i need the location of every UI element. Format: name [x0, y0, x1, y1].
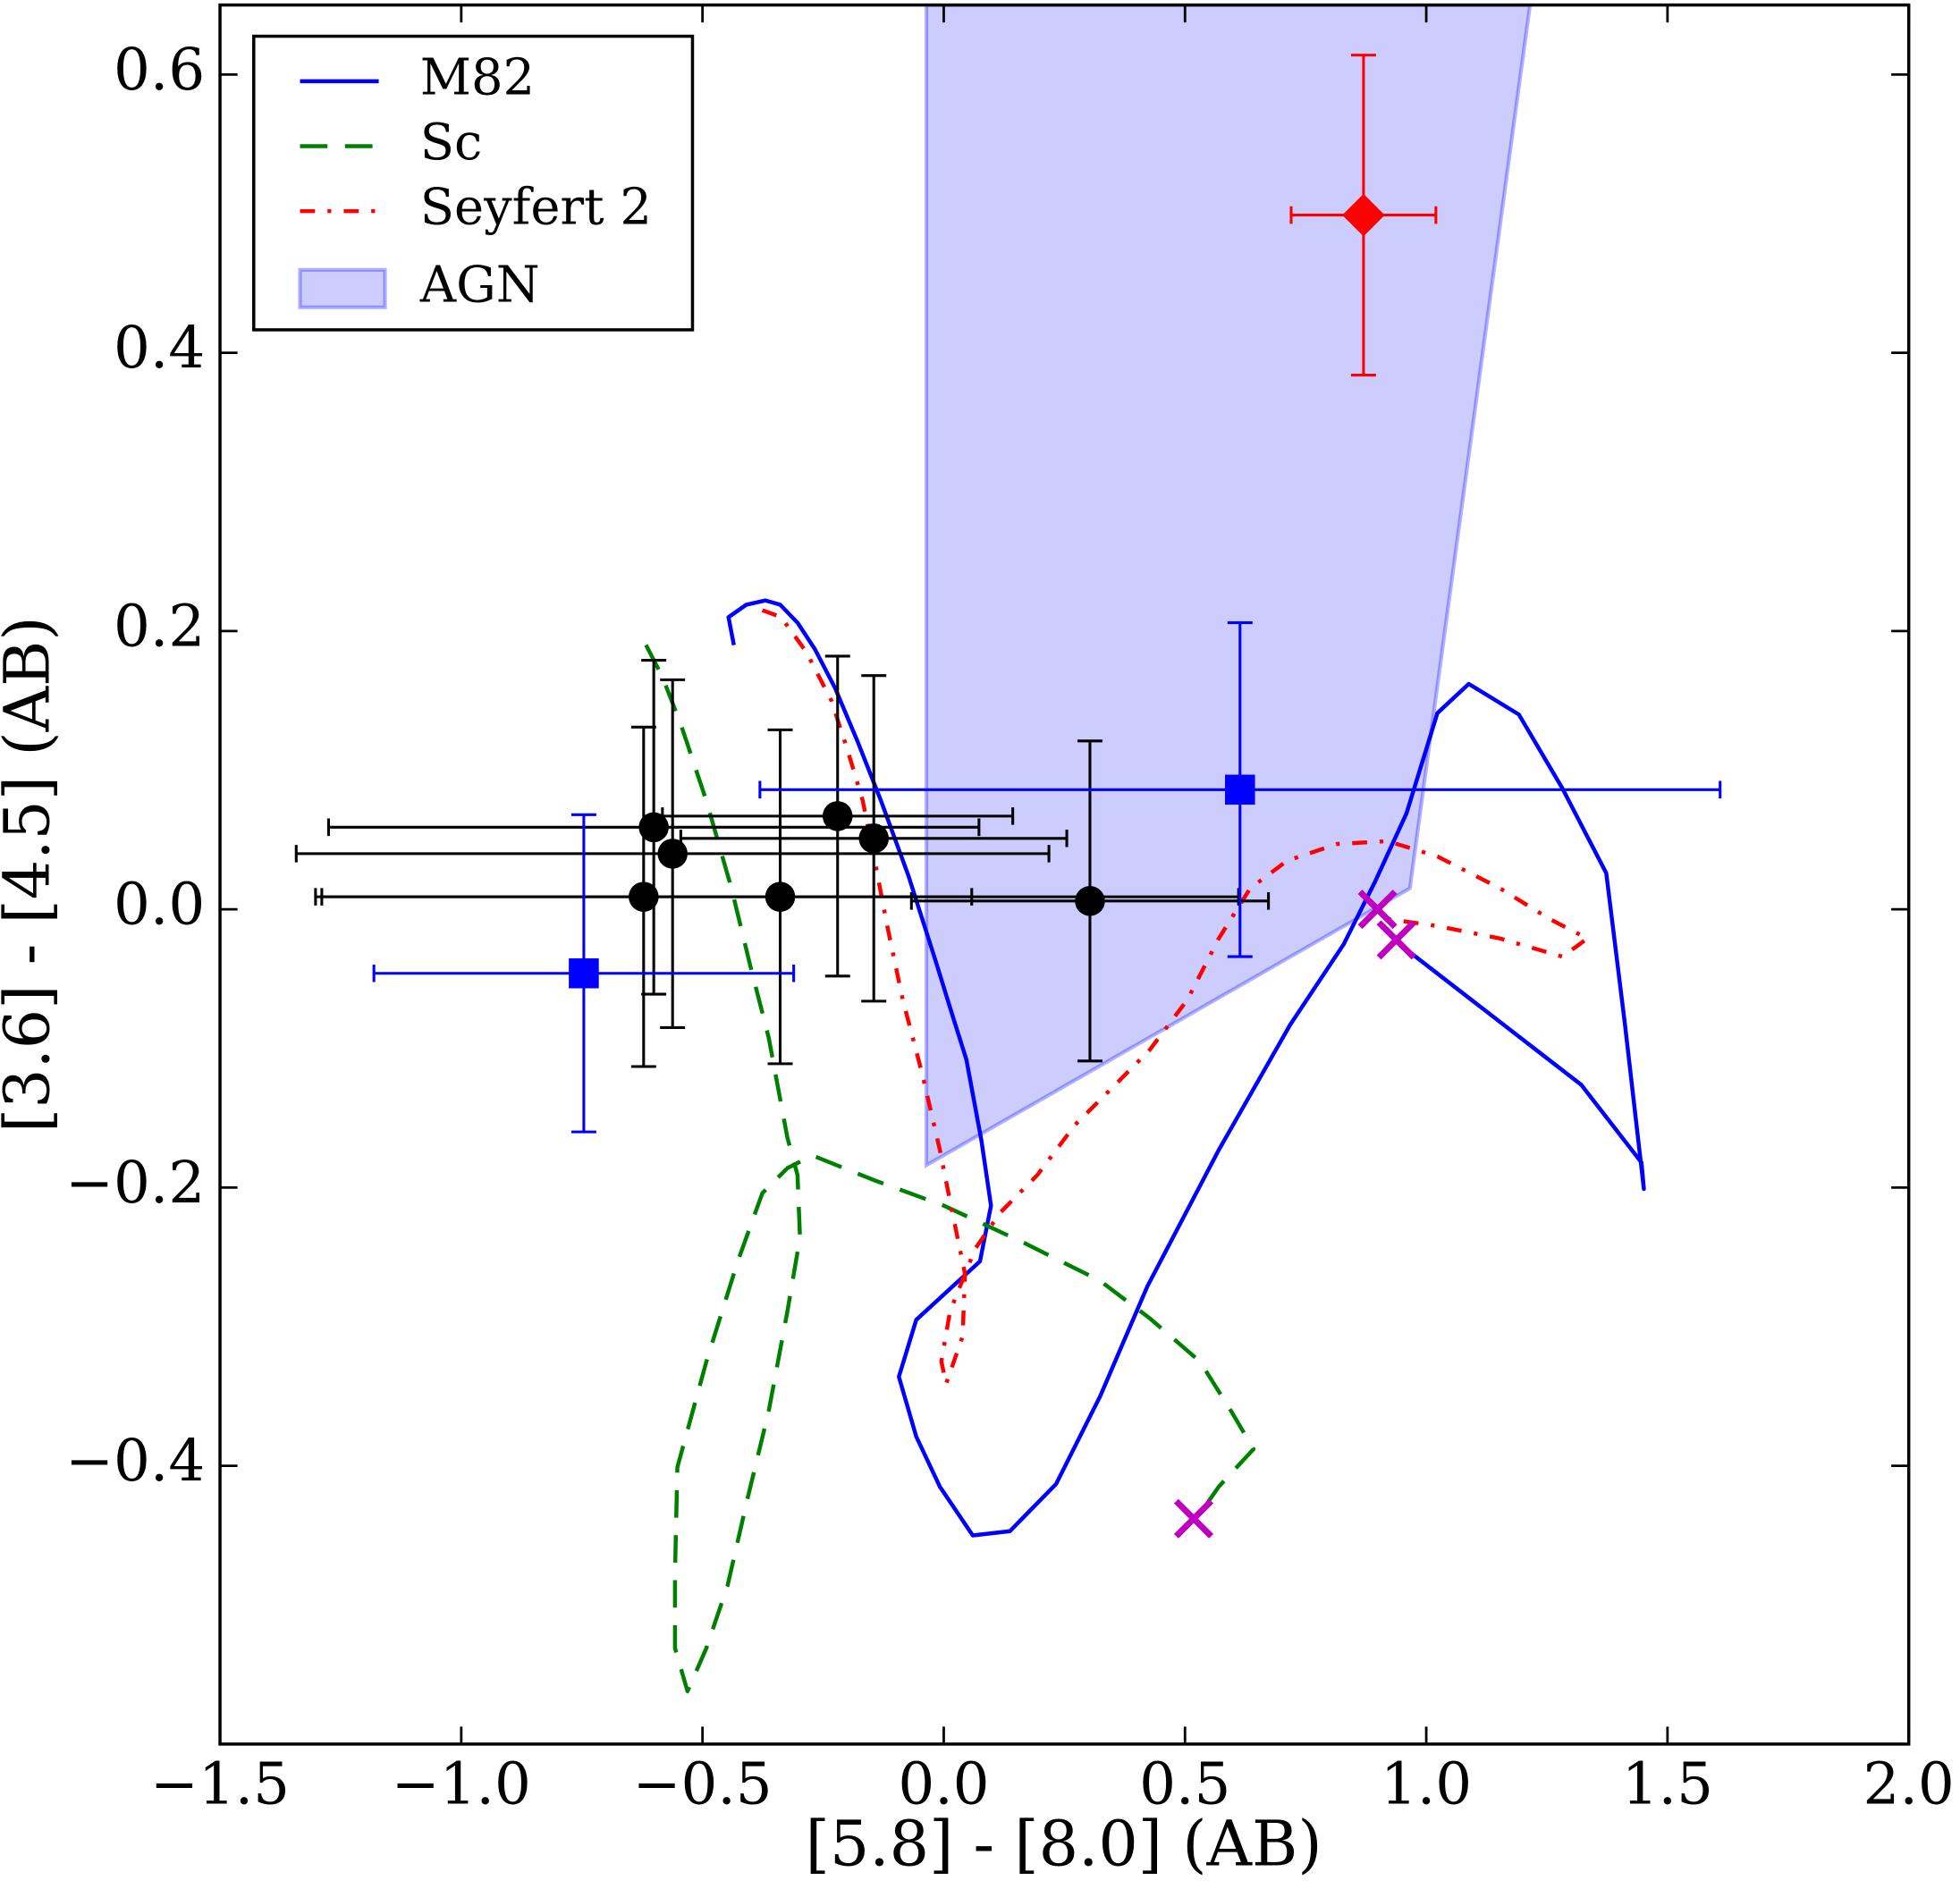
data-point [858, 823, 889, 854]
x-tick-label: 0.0 [898, 1751, 989, 1818]
legend-swatch [298, 267, 387, 309]
x-tick-label: −1.0 [392, 1751, 531, 1818]
plot-frame [218, 3, 1911, 1746]
data-point [822, 801, 853, 831]
data-point [569, 957, 599, 989]
data-point [1357, 890, 1398, 930]
model-track [644, 644, 1256, 1694]
legend-label: M82 [420, 48, 535, 106]
data-point [1342, 193, 1385, 237]
y-tick-label: −0.4 [65, 1428, 205, 1495]
data-point [1376, 920, 1416, 960]
data-point [1173, 1498, 1214, 1539]
y-axis-label: [3.6] - [4.5] (AB) [0, 616, 63, 1133]
legend-label: Sc [420, 114, 483, 172]
x-tick-label: 1.0 [1381, 1751, 1472, 1818]
model-track [726, 598, 1646, 1538]
x-tick-label: −1.5 [150, 1751, 290, 1818]
y-tick-label: 0.6 [114, 37, 205, 104]
x-tick-label: 1.5 [1622, 1751, 1713, 1818]
y-tick-label: −0.2 [65, 1150, 205, 1217]
legend-label: Seyfert 2 [420, 179, 652, 237]
agn-area [924, 4, 1533, 1169]
y-tick-label: 0.0 [114, 872, 205, 939]
y-tick-label: 0.2 [114, 593, 205, 660]
legend-label: AGN [419, 256, 540, 314]
y-tick-label: 0.4 [114, 315, 205, 382]
x-tick-label: 2.0 [1863, 1751, 1955, 1818]
x-tick-label: 0.5 [1139, 1751, 1230, 1818]
x-tick-label: −0.5 [633, 1751, 773, 1818]
data-point [765, 881, 796, 912]
data-point [1075, 886, 1105, 916]
x-axis-label: [5.8] - [8.0] (AB) [806, 1808, 1322, 1880]
data-point [1225, 774, 1255, 805]
data-point [657, 839, 688, 869]
legend-box [252, 34, 695, 332]
